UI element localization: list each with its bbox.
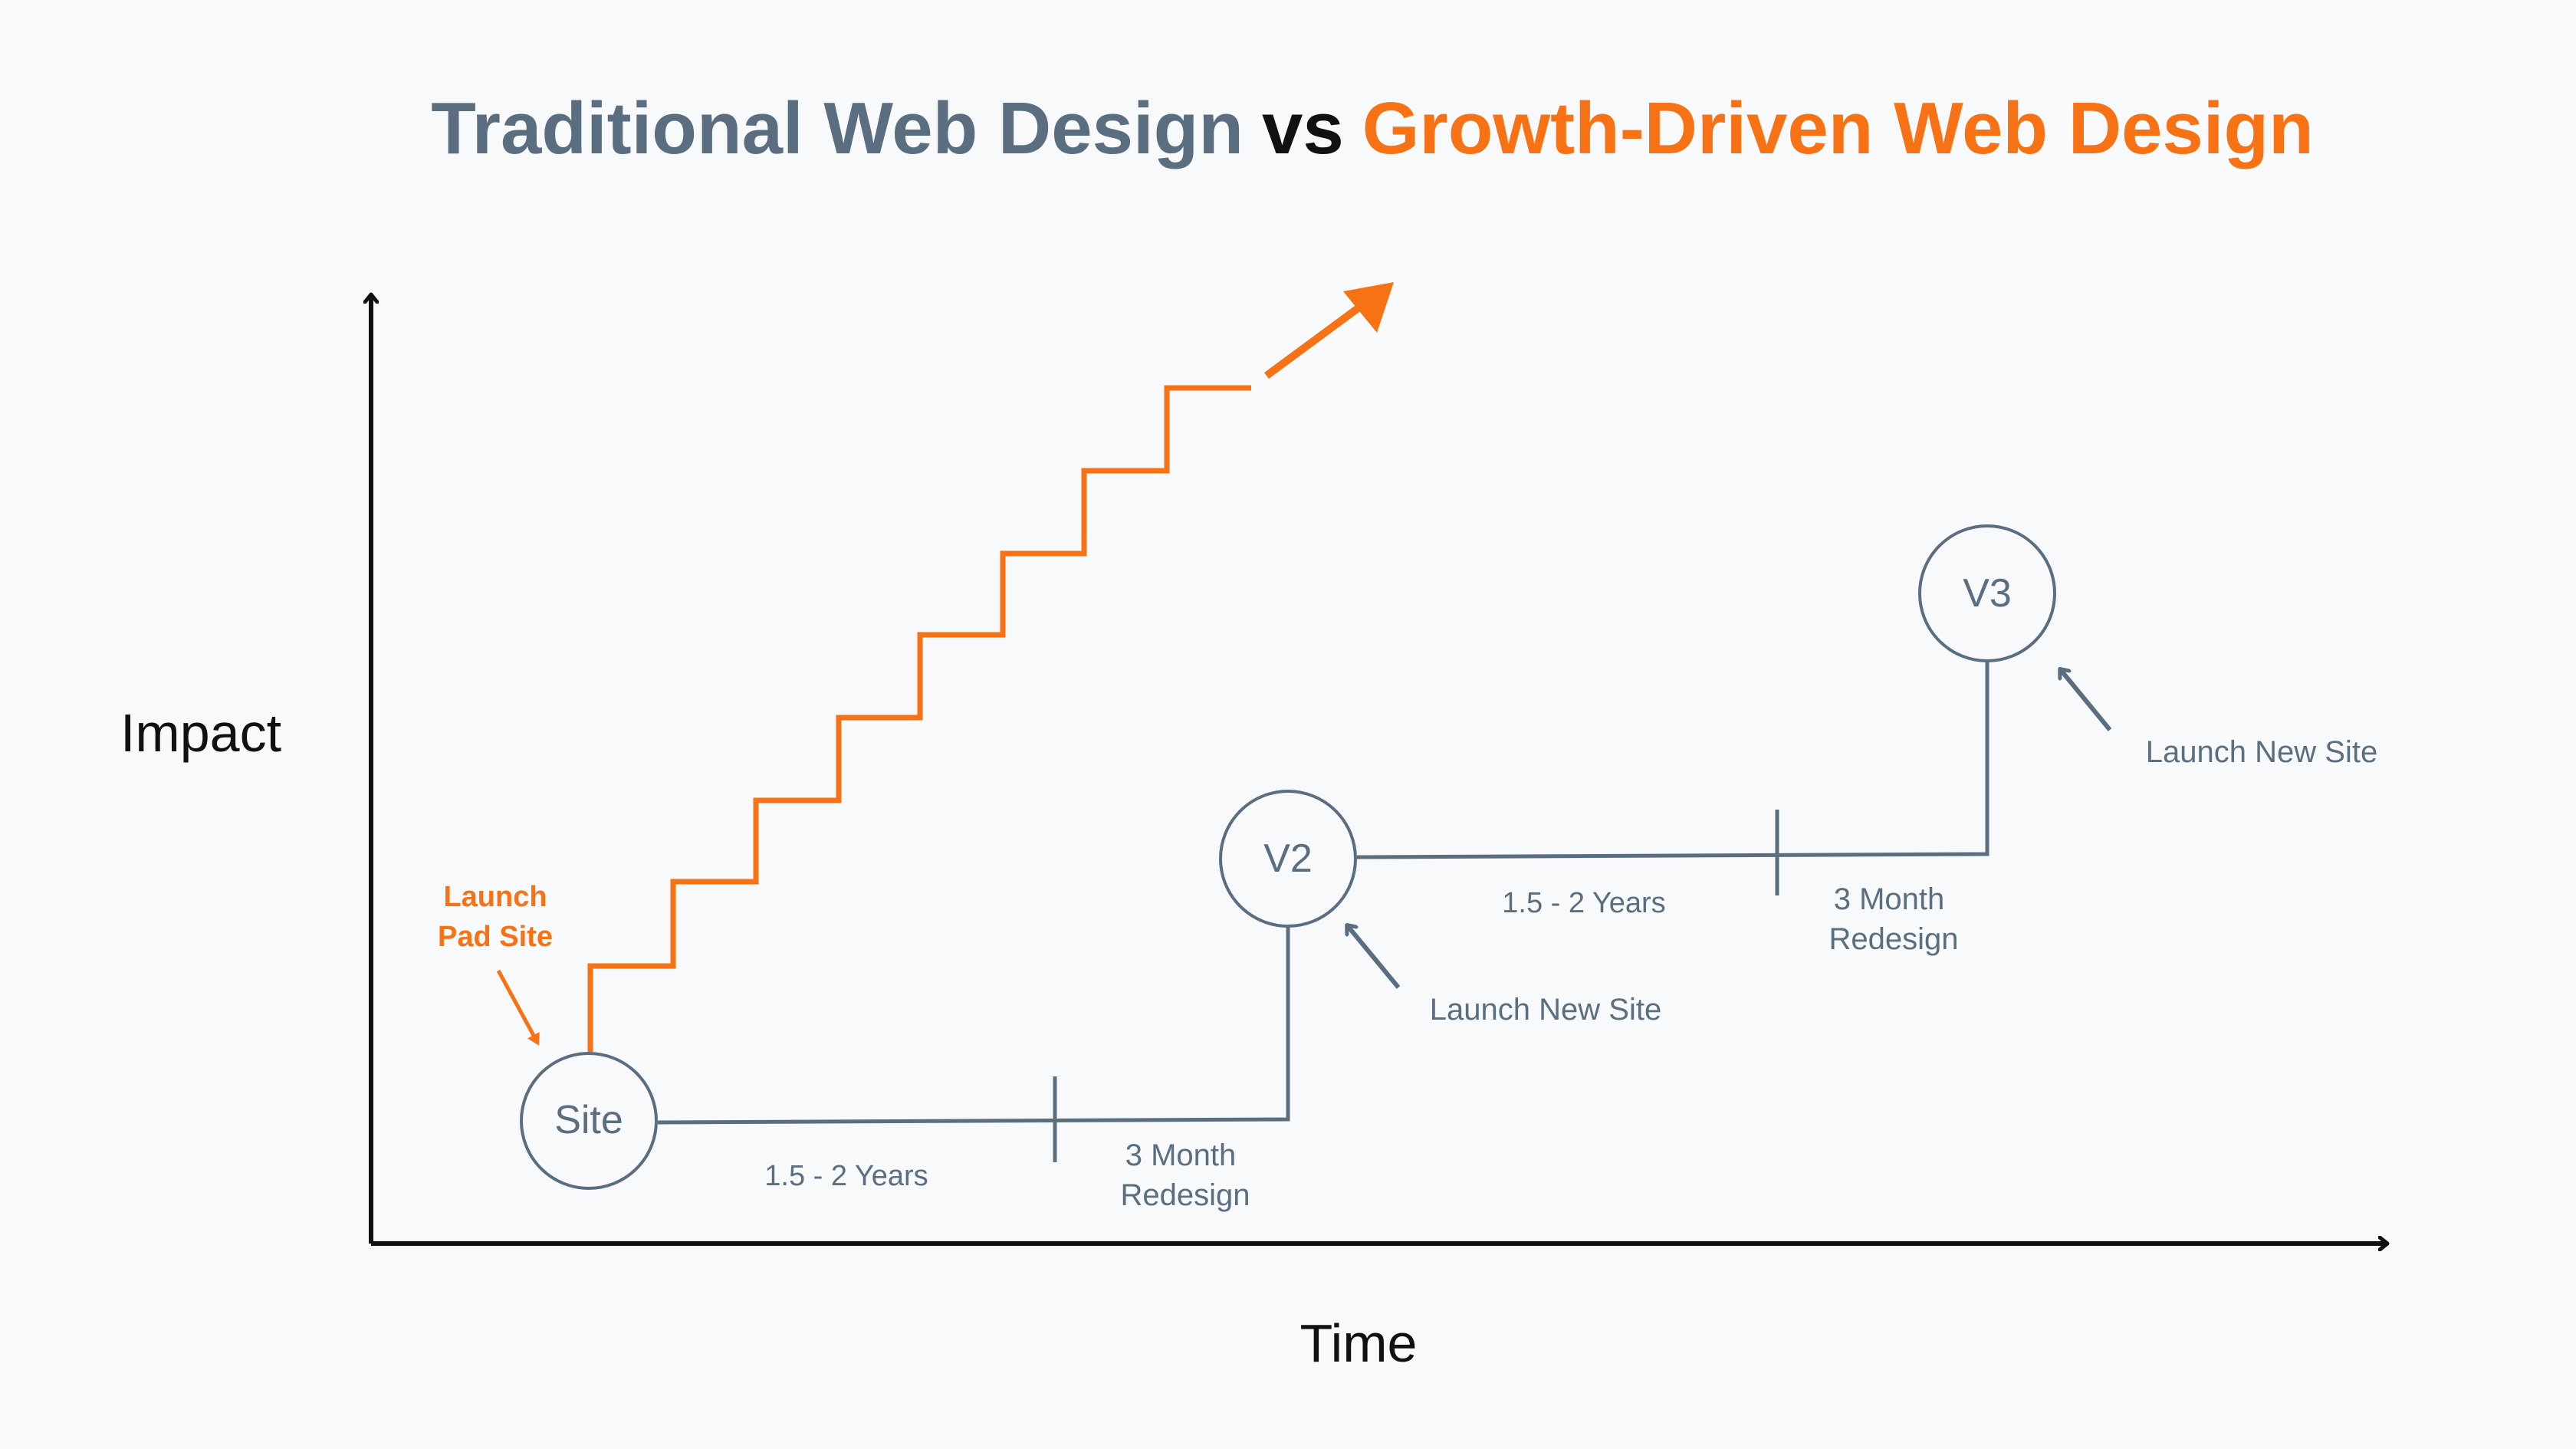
segment2-redesign-line1: 3 Month bbox=[1834, 882, 1945, 916]
segment1-redesign-line2: Redesign bbox=[1120, 1178, 1250, 1212]
segment2-duration: 1.5 - 2 Years bbox=[1502, 887, 1665, 919]
launch-pad-label-line2: Pad Site bbox=[438, 921, 553, 953]
launch-v2-arrow bbox=[1348, 926, 1401, 989]
launch-v3-arrow-main bbox=[2065, 728, 2068, 730]
launch-v3-label: Launch New Site bbox=[2146, 735, 2377, 769]
title-growth-driven: Growth-Driven Web Design bbox=[1362, 87, 2314, 169]
traditional-path-1 bbox=[657, 928, 1290, 1125]
y-axis-label: Impact bbox=[120, 703, 281, 763]
launch-v3-arrow-gray bbox=[2061, 670, 2112, 731]
launch-v3-arrow-visible bbox=[2065, 727, 2067, 728]
node-site bbox=[520, 1052, 658, 1190]
growth-arrow-shaft bbox=[1264, 303, 1362, 380]
segment1-redesign-line1: 3 Month bbox=[1125, 1138, 1237, 1172]
growth-driven-staircase bbox=[587, 385, 1251, 1052]
launch-v2-label: Launch New Site bbox=[1430, 993, 1661, 1027]
node-v3-label: V3 bbox=[1963, 571, 2012, 616]
growth-arrow-head bbox=[1343, 282, 1394, 333]
page-title: Traditional Web Design vs Growth-Driven We… bbox=[431, 87, 2314, 169]
segment1-duration: 1.5 - 2 Years bbox=[764, 1160, 928, 1192]
node-v2-label: V2 bbox=[1263, 836, 1313, 881]
node-v2 bbox=[1219, 790, 1357, 928]
node-v3 bbox=[1918, 524, 2056, 662]
title-vs: vs bbox=[1262, 87, 1344, 169]
segment2-redesign-line2: Redesign bbox=[1829, 922, 1958, 956]
title-traditional: Traditional Web Design bbox=[431, 87, 1244, 169]
launch-pad-label-line1: Launch bbox=[443, 881, 547, 913]
node-site-label: Site bbox=[554, 1098, 623, 1142]
launch-pad-arrow bbox=[496, 969, 540, 1046]
x-axis-label: Time bbox=[1300, 1313, 1418, 1373]
traditional-path-2 bbox=[1356, 662, 1990, 859]
